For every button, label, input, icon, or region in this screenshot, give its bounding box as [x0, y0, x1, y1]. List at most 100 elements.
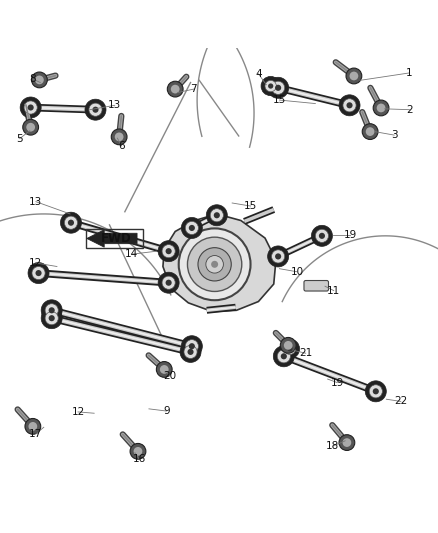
Circle shape: [377, 103, 385, 112]
Polygon shape: [163, 214, 276, 312]
Circle shape: [261, 76, 280, 96]
Text: 20: 20: [163, 371, 177, 381]
Circle shape: [49, 307, 55, 313]
Circle shape: [311, 225, 332, 246]
Circle shape: [28, 104, 34, 110]
Circle shape: [346, 68, 362, 84]
Text: 13: 13: [108, 100, 121, 110]
Circle shape: [49, 315, 55, 321]
Polygon shape: [87, 230, 137, 247]
Circle shape: [214, 212, 220, 219]
Text: 7: 7: [190, 84, 197, 94]
Circle shape: [89, 103, 102, 116]
Circle shape: [268, 77, 289, 98]
Text: 22: 22: [394, 397, 407, 406]
Circle shape: [32, 266, 45, 280]
Circle shape: [210, 209, 223, 222]
Circle shape: [158, 241, 179, 262]
Circle shape: [346, 102, 353, 108]
Circle shape: [162, 276, 175, 289]
Circle shape: [189, 225, 195, 231]
Circle shape: [181, 336, 202, 357]
Circle shape: [198, 248, 231, 281]
Circle shape: [171, 85, 180, 93]
Circle shape: [211, 261, 218, 268]
Circle shape: [277, 350, 290, 363]
Circle shape: [179, 229, 251, 300]
Circle shape: [339, 435, 355, 450]
Circle shape: [187, 237, 242, 292]
Circle shape: [32, 72, 47, 88]
Circle shape: [373, 100, 389, 116]
Circle shape: [365, 381, 386, 402]
Text: 11: 11: [327, 286, 340, 296]
Text: 21: 21: [299, 348, 312, 358]
Circle shape: [350, 71, 358, 80]
Text: 17: 17: [29, 429, 42, 439]
FancyBboxPatch shape: [304, 280, 328, 291]
Circle shape: [206, 255, 223, 273]
Circle shape: [134, 447, 142, 456]
Circle shape: [184, 345, 197, 359]
Text: FWD: FWD: [101, 232, 132, 245]
Circle shape: [166, 248, 172, 254]
Circle shape: [180, 342, 201, 362]
Circle shape: [28, 263, 49, 284]
Circle shape: [319, 233, 325, 239]
Circle shape: [343, 438, 351, 447]
Circle shape: [181, 217, 202, 238]
Circle shape: [273, 346, 294, 367]
Text: 15: 15: [273, 95, 286, 105]
Circle shape: [343, 99, 356, 112]
Circle shape: [23, 119, 39, 135]
Circle shape: [160, 365, 169, 374]
Circle shape: [35, 270, 42, 276]
Circle shape: [272, 250, 285, 263]
Circle shape: [158, 272, 179, 293]
Circle shape: [162, 245, 175, 258]
Circle shape: [130, 443, 146, 459]
Circle shape: [187, 349, 194, 355]
Circle shape: [366, 127, 374, 136]
Circle shape: [281, 353, 287, 359]
Text: 6: 6: [118, 141, 125, 151]
Circle shape: [24, 101, 37, 114]
Text: 14: 14: [125, 249, 138, 259]
Text: 10: 10: [290, 266, 304, 277]
Text: 18: 18: [326, 441, 339, 451]
Text: 3: 3: [391, 130, 398, 140]
Circle shape: [26, 123, 35, 132]
Circle shape: [92, 107, 99, 113]
Text: 9: 9: [163, 406, 170, 416]
Circle shape: [156, 361, 172, 377]
Circle shape: [362, 124, 378, 140]
Circle shape: [284, 343, 296, 354]
Circle shape: [185, 221, 198, 235]
Circle shape: [41, 308, 62, 329]
Circle shape: [287, 346, 293, 351]
Circle shape: [60, 212, 81, 233]
Text: 12: 12: [71, 407, 85, 417]
Text: 19: 19: [344, 230, 357, 240]
Circle shape: [28, 422, 37, 431]
Text: 13: 13: [29, 197, 42, 207]
Text: 12: 12: [29, 258, 42, 268]
Text: 8: 8: [29, 74, 36, 84]
Text: 1: 1: [406, 68, 413, 78]
Circle shape: [45, 312, 58, 325]
Circle shape: [25, 418, 41, 434]
Text: 19: 19: [331, 377, 344, 387]
Circle shape: [275, 85, 281, 91]
Circle shape: [268, 84, 273, 88]
Circle shape: [45, 304, 58, 317]
Text: 16: 16: [133, 454, 146, 464]
Circle shape: [68, 220, 74, 226]
Circle shape: [35, 76, 44, 84]
Circle shape: [189, 343, 195, 349]
Circle shape: [206, 205, 227, 226]
Text: 2: 2: [406, 104, 413, 115]
Circle shape: [166, 280, 172, 286]
Circle shape: [265, 80, 276, 92]
Circle shape: [373, 388, 379, 394]
Text: 5: 5: [16, 134, 23, 143]
